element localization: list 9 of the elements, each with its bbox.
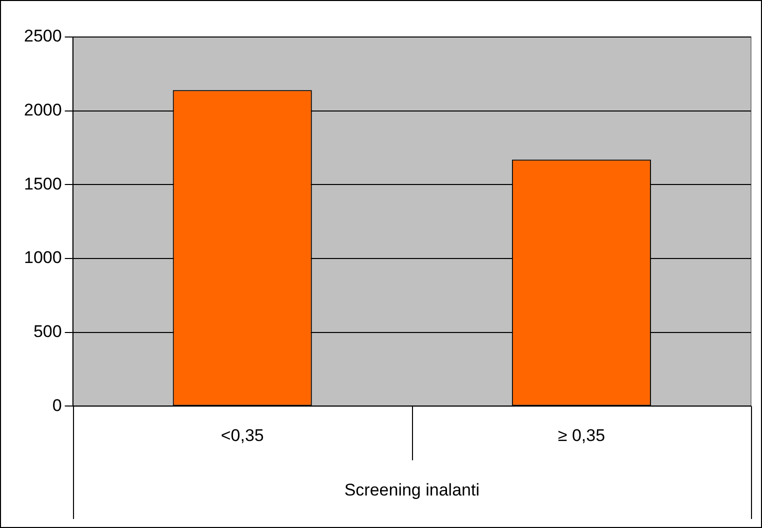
y-tick-label: 2500 <box>24 26 62 46</box>
y-tick-label: 500 <box>33 322 62 342</box>
x-axis-title: Screening inalanti <box>344 480 480 500</box>
x-tick-label: <0,35 <box>220 426 264 446</box>
x-tick-label: ≥ 0,35 <box>558 426 606 446</box>
y-tick-label: 1500 <box>24 174 62 194</box>
y-tick-label: 1000 <box>24 248 62 268</box>
y-tick-label: 0 <box>52 396 62 415</box>
y-tick-label: 2000 <box>24 100 62 120</box>
